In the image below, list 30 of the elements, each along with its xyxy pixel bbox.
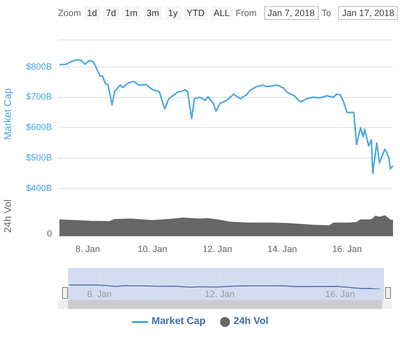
legend-label: 24h Vol [234,316,268,327]
y-axis-title: Market Cap [2,88,14,140]
x-tick-label: 16. Jan [332,244,362,254]
range-button: 1d [84,6,100,20]
range-button: 3m [144,6,162,20]
legend-label: Market Cap [152,316,206,327]
range-button: 1y [165,6,181,20]
x-tick-label: 8. Jan [87,289,112,300]
range-button: 1m [122,6,141,20]
y-tick-label: $600B [26,122,52,132]
range-button: ALL [210,6,233,20]
x-tick-label: 12. Jan [202,244,232,254]
y-tick-label: $500B [26,152,52,163]
date-field: Jan 17, 2018 [338,6,398,20]
text: From [236,8,257,18]
date-field: Jan 7, 2018 [264,6,319,20]
text: To [322,8,332,18]
x-tick-label: 10. Jan [138,244,168,254]
range-button: 7d [103,6,120,20]
x-tick-label: 8. Jan [75,244,100,254]
y-tick-label: $800B [26,61,52,72]
y-tick-label: $700B [26,92,52,102]
x-tick-label: 16. Jan [325,289,355,300]
range-button: YTD [184,6,208,20]
x-tick-label: 12. Jan [204,289,234,300]
y-axis-title: 24h Vol [2,199,14,233]
text: Zoom [58,8,82,18]
y-tick-label: $400B [26,183,52,194]
x-tick-label: 14. Jan [267,244,297,254]
text: 0 [46,228,52,239]
